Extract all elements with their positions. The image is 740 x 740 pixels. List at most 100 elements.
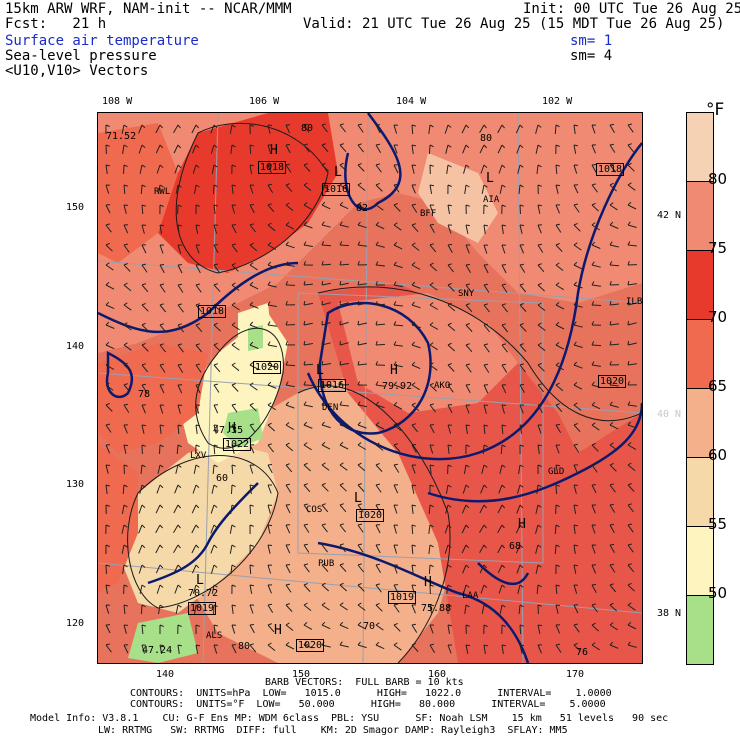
wind-barb-flag <box>159 464 164 468</box>
wind-barb-flag <box>573 261 578 266</box>
wind-barb-flag <box>465 644 471 647</box>
wind-barb-flag <box>411 524 416 527</box>
wind-barb-flag <box>573 321 577 326</box>
wind-barb <box>375 424 385 430</box>
wind-barb <box>375 224 385 230</box>
wind-barb <box>375 384 385 387</box>
wind-barb <box>213 284 221 293</box>
wind-barb <box>105 364 115 370</box>
wind-barb <box>573 124 576 134</box>
wind-barb <box>555 404 563 413</box>
wind-barb-flag <box>447 363 452 366</box>
wind-barb-flag <box>519 644 525 646</box>
wind-barb-flag <box>609 421 614 426</box>
wind-barb <box>500 444 503 455</box>
wind-barb-flag <box>483 144 488 149</box>
wind-barb-flag <box>213 564 218 568</box>
wind-barb-flag <box>321 543 326 546</box>
wind-barb <box>339 524 346 533</box>
wind-barb-flag <box>501 303 506 306</box>
wind-barb-flag <box>573 341 577 346</box>
wind-barb <box>267 324 277 327</box>
wind-barb <box>627 184 636 191</box>
wind-barb-flag <box>411 242 416 246</box>
wind-barb <box>213 324 221 332</box>
wind-barb-flag <box>591 321 595 326</box>
wind-barb <box>141 264 148 273</box>
wind-barb-flag <box>105 464 111 466</box>
wind-barb-flag <box>573 544 579 547</box>
wind-barb <box>192 584 197 594</box>
wind-barb <box>159 344 166 353</box>
wind-barb <box>141 404 146 414</box>
wind-barb-flag <box>177 363 182 366</box>
wind-barb <box>393 204 401 212</box>
wind-barb-flag <box>411 623 417 626</box>
wind-barb-flag <box>303 583 308 586</box>
wind-barb <box>211 584 215 594</box>
wind-barb-flag <box>483 524 487 529</box>
wind-barb <box>105 584 108 594</box>
wind-barb <box>155 124 161 134</box>
wind-barb-flag <box>357 143 362 146</box>
wind-barb <box>627 283 637 286</box>
wind-barb <box>555 264 564 271</box>
wind-barb <box>213 624 216 634</box>
wind-barb <box>393 424 402 431</box>
wind-barb-flag <box>123 342 128 346</box>
wind-barb <box>465 324 473 332</box>
wind-barb <box>321 244 332 247</box>
wind-barb <box>573 324 583 328</box>
wind-barb <box>195 324 203 333</box>
wind-barb <box>177 384 183 394</box>
wind-barb-flag <box>141 464 146 468</box>
wind-barb-flag <box>519 544 524 549</box>
wind-barb-flag <box>411 361 416 366</box>
wind-barb <box>501 644 504 654</box>
wind-barb <box>231 464 234 475</box>
wind-barb-flag <box>501 544 505 549</box>
wind-barb <box>573 184 579 194</box>
wind-barb-flag <box>447 322 452 326</box>
wind-barb <box>519 424 523 434</box>
wind-barb <box>444 544 449 554</box>
wind-barb <box>535 124 539 134</box>
wind-barb-flag <box>231 564 236 568</box>
wind-barb-flag <box>411 504 417 507</box>
wind-barb <box>393 644 402 651</box>
wind-barb <box>573 584 578 594</box>
wind-barb-flag <box>537 302 542 306</box>
wind-barb <box>357 404 367 408</box>
wind-barb-flag <box>249 402 254 406</box>
wind-barb <box>357 484 365 492</box>
wind-barb <box>497 144 503 154</box>
wind-barb <box>462 144 467 154</box>
wind-barb-flag <box>303 280 306 286</box>
wind-barb-flag <box>339 162 344 166</box>
wind-barb <box>229 524 233 534</box>
wind-barb <box>213 304 221 312</box>
wind-barb-flag <box>447 464 452 468</box>
wind-barb-flag <box>321 360 324 366</box>
wind-barb-flag <box>213 363 218 366</box>
wind-barb-flag <box>285 442 290 446</box>
wind-barb <box>339 321 349 326</box>
wind-barb <box>210 564 215 574</box>
wind-barb-flag <box>303 602 308 606</box>
wind-barb-flag <box>501 624 506 627</box>
wind-barb <box>609 124 615 134</box>
wind-barb <box>393 344 403 347</box>
wind-barb <box>303 544 310 553</box>
wind-barb <box>321 124 328 133</box>
wind-barb-flag <box>609 583 614 586</box>
wind-barb-flag <box>537 524 542 528</box>
wind-barb-flag <box>195 144 200 149</box>
wind-barb <box>177 224 180 234</box>
wind-barb <box>591 404 601 410</box>
wind-barb-flag <box>501 444 506 448</box>
wind-barb-flag <box>339 360 342 366</box>
wind-barb-flag <box>141 144 146 148</box>
wind-barb-flag <box>555 262 560 266</box>
lon-label-106: 106 W <box>249 96 280 107</box>
wind-barb-flag <box>591 222 596 226</box>
